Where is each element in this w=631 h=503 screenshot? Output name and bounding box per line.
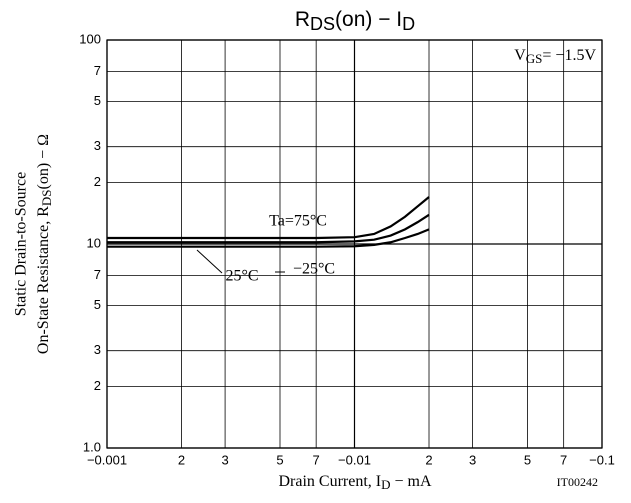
x-tick-label: 7 [313, 452, 320, 467]
label-part: Drain Current, I [278, 473, 381, 490]
plot-frame [106, 39, 603, 449]
label-part: − mA [391, 473, 432, 490]
series-line [107, 228, 430, 248]
series-label: Ta=75°C [269, 213, 327, 230]
y-tick-label: 3 [94, 342, 101, 357]
series-line [107, 196, 430, 240]
x-tick-label: −0.01 [338, 452, 371, 467]
chart-title: RDS(on) − ID [295, 8, 415, 34]
figure-code: IT00242 [557, 475, 598, 489]
y-tick-label: 7 [94, 63, 101, 78]
series-label: −25°C [293, 261, 335, 278]
x-tick-label: −0.001 [87, 452, 127, 467]
x-tick-label: 5 [276, 452, 283, 467]
y-tick-label: 1.0 [83, 439, 101, 454]
y-tick-label: 5 [94, 93, 101, 108]
title-part: D [402, 14, 415, 34]
y-tick-label: 2 [94, 174, 101, 189]
label-part: D [381, 477, 390, 492]
title-part: R [295, 8, 310, 31]
x-tick-label: 3 [469, 452, 476, 467]
x-tick-label: 2 [425, 452, 432, 467]
label-part: (on) − Ω [35, 134, 52, 190]
y-tick-label: 3 [94, 138, 101, 153]
leader-line [196, 249, 223, 274]
annotation-part: = −1.5V [542, 47, 596, 64]
x-axis-label: Drain Current, ID − mA [278, 473, 432, 492]
y-axis-label: Static Drain-to-Source [13, 172, 30, 316]
title-part: (on) − I [335, 8, 402, 31]
y-tick-label: 100 [79, 31, 101, 46]
y-tick-label: 2 [94, 378, 101, 393]
y-tick-label: 7 [94, 267, 101, 282]
annotation: VGS= −1.5V [514, 47, 596, 66]
label-part: On-State Resistance, R [35, 206, 52, 354]
label-part: DS [39, 189, 54, 206]
annotation-part: V [514, 47, 526, 64]
annotation-part: GS [526, 51, 543, 66]
series-line [107, 213, 430, 244]
x-tick-label: 5 [524, 452, 531, 467]
y-tick-label: 5 [94, 297, 101, 312]
y-axis-label: On-State Resistance, RDS(on) − Ω [35, 134, 54, 354]
y-tick-label: 10 [87, 235, 101, 250]
series-label: 25°C [225, 268, 258, 285]
x-tick-label: −0.1 [589, 452, 615, 467]
x-tick-label: 7 [560, 452, 567, 467]
x-tick-label: 3 [221, 452, 228, 467]
x-tick-label: 2 [178, 452, 185, 467]
title-part: DS [310, 14, 335, 34]
